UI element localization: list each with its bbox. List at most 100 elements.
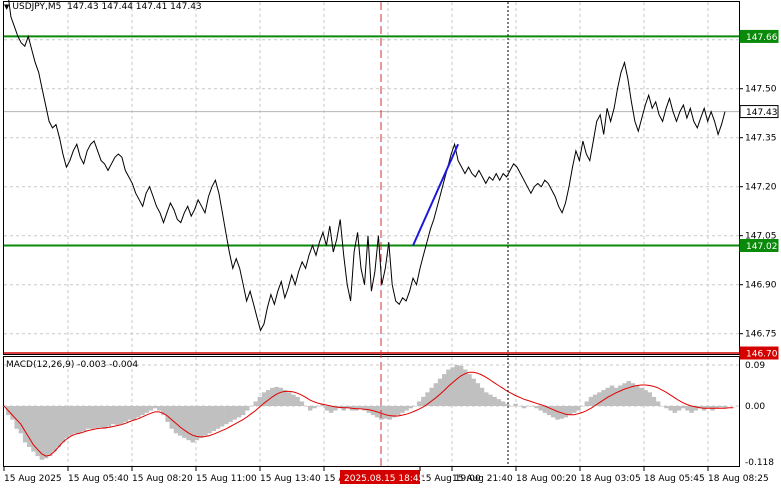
macd-bar xyxy=(571,406,577,413)
macd-tick-label: 0.09 xyxy=(745,361,765,371)
macd-bar xyxy=(521,406,527,409)
macd-bar xyxy=(232,406,237,420)
macd-bar xyxy=(618,385,623,406)
macd-bar xyxy=(563,406,569,418)
macd-bar xyxy=(102,406,108,429)
macd-bar xyxy=(358,406,363,409)
main-pane[interactable] xyxy=(3,1,740,355)
macd-bar xyxy=(161,406,166,416)
macd-bar xyxy=(177,406,183,436)
macd-bar xyxy=(207,406,212,434)
macd-bar xyxy=(496,399,502,406)
macd-bar xyxy=(463,369,468,406)
level-badge-0: 147.66 xyxy=(739,29,779,43)
macd-bar xyxy=(580,406,585,407)
macd-bar xyxy=(320,403,325,406)
macd-bar xyxy=(261,392,267,406)
macd-bar xyxy=(98,406,103,428)
macd-bar xyxy=(538,406,543,411)
time-tick-label: 15 Aug 05:40 xyxy=(68,474,129,484)
macd-histogram xyxy=(1,365,734,460)
macd-bar xyxy=(655,401,661,406)
trend-line xyxy=(412,143,460,246)
macd-bar xyxy=(303,406,309,407)
time-tick-label: 18 Aug 03:05 xyxy=(580,474,641,484)
macd-bar xyxy=(35,406,40,457)
macd-bar xyxy=(613,387,619,406)
low-level-badge-bg xyxy=(739,346,779,360)
time-tick-label: 15 Aug 21:40 xyxy=(452,474,513,484)
macd-bar xyxy=(27,406,32,447)
macd-bar xyxy=(467,374,472,406)
macd-bar xyxy=(416,401,422,406)
macd-bar xyxy=(274,386,279,406)
macd-bar xyxy=(211,406,216,432)
macd-bar xyxy=(672,406,678,413)
macd-bar xyxy=(119,406,124,425)
macd-bar xyxy=(517,406,522,407)
macd-bar xyxy=(278,387,284,406)
price-levels xyxy=(4,35,739,354)
macd-bar xyxy=(584,401,590,406)
macd-bar xyxy=(408,406,414,409)
macd-bar xyxy=(412,406,418,407)
macd-bar xyxy=(68,406,74,436)
macd-bar xyxy=(56,406,61,447)
macd-bar xyxy=(680,406,686,409)
macd-bar xyxy=(228,406,233,422)
macd-bar xyxy=(345,406,351,409)
macd-bar xyxy=(454,365,460,406)
macd-bar xyxy=(530,406,535,407)
macd-bar xyxy=(144,406,149,413)
macd-bar xyxy=(437,378,443,406)
macd-bar xyxy=(567,406,573,416)
macd-bar xyxy=(81,406,87,432)
macd-bar xyxy=(488,394,493,406)
time-tick-label: 15 Aug 2025 xyxy=(4,474,62,484)
macd-bar xyxy=(706,406,711,409)
macd-bar xyxy=(597,392,602,406)
symbol-timeframe: USDJPY,M5 xyxy=(12,2,62,12)
caret-down-icon[interactable]: ▼ xyxy=(4,3,10,11)
time-tick-label: 15 Aug 13:40 xyxy=(260,474,321,484)
macd-bar xyxy=(639,387,644,406)
level-badge-1-bg xyxy=(739,239,779,252)
macd-bar xyxy=(450,367,455,406)
macd-signal-line xyxy=(3,371,734,457)
time-highlight-badge: 2025.08.15 18:45 xyxy=(340,470,424,484)
macd-bar xyxy=(186,406,191,441)
macd-bar xyxy=(542,406,548,413)
macd-bar xyxy=(169,406,175,429)
chart-header: ▼ USDJPY,M5 147.43 147.44 147.41 147.43 xyxy=(4,2,202,12)
macd-bar xyxy=(77,406,82,434)
macd-bar xyxy=(299,401,305,406)
macd-bar xyxy=(295,396,300,406)
macd-bar xyxy=(601,390,606,406)
time-tick-label: 15 Aug 11:00 xyxy=(196,474,257,484)
macd-bar xyxy=(387,406,393,420)
macd-bar xyxy=(668,406,673,411)
macd-bar xyxy=(240,406,246,416)
macd-bar xyxy=(718,406,724,408)
price-line xyxy=(8,0,726,332)
ohlc-values: 147.43 147.44 147.41 147.43 xyxy=(67,2,202,12)
macd-bar xyxy=(634,385,640,406)
low-level-badge: 146.70 xyxy=(739,346,779,360)
macd-header: MACD(12,26,9) -0.003 -0.004 xyxy=(6,360,139,370)
macd-bar xyxy=(609,385,615,406)
macd-bar xyxy=(546,406,552,416)
macd-bar xyxy=(362,406,367,411)
macd-bar xyxy=(551,406,556,418)
macd-bar xyxy=(626,380,631,406)
macd-bar xyxy=(173,406,179,434)
level-badge-1-label: 147.02 xyxy=(746,242,778,252)
macd-bar xyxy=(479,387,485,406)
level-badge-1: 147.02 xyxy=(739,239,779,252)
price-tick-label: 147.35 xyxy=(745,134,777,144)
price-tick-label: 147.50 xyxy=(745,85,777,95)
macd-bar xyxy=(383,406,388,419)
macd-bar xyxy=(157,406,162,411)
macd-bar xyxy=(123,406,128,422)
macd-bar xyxy=(203,406,208,436)
